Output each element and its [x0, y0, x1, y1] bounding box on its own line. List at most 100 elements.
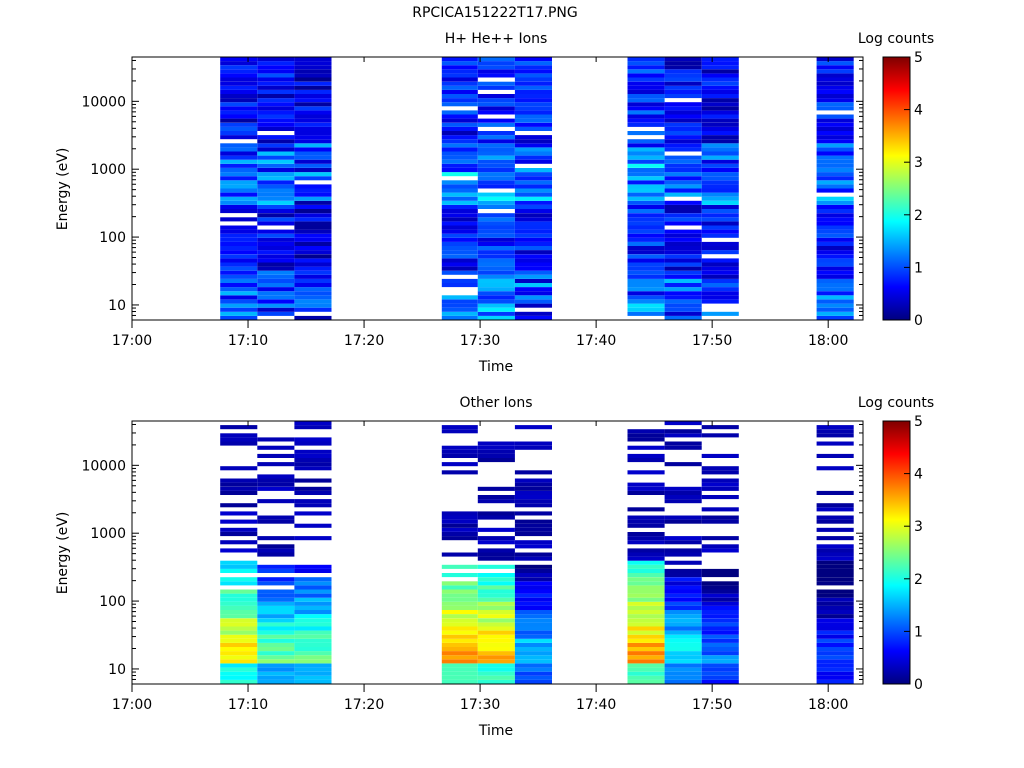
y-axis-ticks: 10 100 1000 10000 [81, 423, 863, 685]
heatmap-cell [664, 651, 702, 656]
heatmap-cell [627, 221, 665, 226]
heatmap-cell [477, 663, 515, 668]
colorbar-tick-label: 1 [914, 624, 923, 640]
x-tick-label: 17:40 [576, 697, 616, 713]
heatmap-cell [477, 614, 515, 619]
heatmap-cell [441, 65, 478, 70]
heatmap-cell [514, 564, 552, 569]
heatmap-cell [514, 151, 552, 156]
heatmap-cell [477, 139, 515, 144]
heatmap-cell [701, 204, 739, 209]
heatmap-cell [257, 453, 295, 458]
heatmap-cell [441, 675, 478, 680]
heatmap-cell [664, 441, 702, 446]
heatmap-cell [514, 176, 552, 181]
heatmap-cell [441, 511, 478, 516]
heatmap-cell [477, 131, 515, 136]
heatmap-cell [627, 106, 665, 111]
heatmap-cell [220, 647, 258, 652]
heatmap-cell [701, 671, 739, 676]
heatmap-cell [514, 425, 552, 430]
heatmap-cell [816, 544, 854, 549]
heatmap-cell [441, 429, 478, 434]
heatmap-cell [514, 180, 552, 185]
heatmap-cell [627, 209, 665, 214]
heatmap-cell [816, 647, 854, 652]
heatmap-cell [441, 667, 478, 672]
heatmap-cell [220, 110, 258, 115]
heatmap-column [627, 57, 665, 316]
heatmap-cell [701, 213, 739, 218]
heatmap-cell [627, 642, 665, 647]
heatmap-cell [477, 61, 515, 66]
heatmap-cell [701, 486, 739, 491]
heatmap-cell [257, 437, 295, 442]
heatmap-cell [294, 634, 332, 639]
heatmap-cell [220, 176, 258, 181]
heatmap-cell [294, 585, 332, 590]
heatmap-cell [514, 85, 552, 90]
heatmap-cell [220, 81, 258, 86]
heatmap-cell [701, 626, 739, 631]
heatmap-cell [257, 262, 295, 267]
heatmap-cell [294, 449, 332, 454]
heatmap-cell [220, 254, 258, 259]
heatmap-cell [514, 445, 552, 450]
heatmap-cell [816, 560, 854, 565]
heatmap-cell [257, 303, 295, 308]
heatmap-cell [441, 532, 478, 537]
heatmap-cell [257, 618, 295, 623]
heatmap-cell [514, 663, 552, 668]
heatmap-cell [816, 433, 854, 438]
heatmap-cell [294, 299, 332, 304]
heatmap-cell [627, 229, 665, 234]
heatmap-cell [816, 250, 854, 255]
heatmap-cell [441, 425, 478, 430]
heatmap-cell [627, 163, 665, 168]
heatmap-cell [701, 614, 739, 619]
heatmap-cell [664, 490, 702, 495]
heatmap-cell [257, 147, 295, 152]
heatmap-cell [294, 278, 332, 283]
heatmap-cell [664, 585, 702, 590]
heatmap-cell [816, 200, 854, 205]
heatmap-cell [627, 143, 665, 148]
x-axis-label: Time [478, 359, 513, 375]
heatmap-cell [477, 262, 515, 267]
heatmap-cell [257, 176, 295, 181]
heatmap-cell [220, 168, 258, 173]
heatmap-cell [514, 266, 552, 271]
heatmap-cell [701, 618, 739, 623]
heatmap-cell [441, 605, 478, 610]
heatmap-cell [816, 270, 854, 275]
heatmap-cell [294, 441, 332, 446]
heatmap-cell [664, 638, 702, 643]
heatmap-cell [627, 159, 665, 164]
heatmap-cell [257, 667, 295, 672]
heatmap-cells [220, 421, 854, 684]
heatmap-cell [664, 568, 702, 573]
heatmap-cell [294, 163, 332, 168]
heatmap-cell [257, 250, 295, 255]
heatmap-cell [294, 283, 332, 288]
heatmap-cell [220, 283, 258, 288]
heatmap-cell [441, 139, 478, 144]
heatmap-cell [627, 131, 665, 136]
heatmap-cell [257, 237, 295, 242]
heatmap-cell [701, 453, 739, 458]
heatmap-cell [816, 237, 854, 242]
heatmap-cell [257, 168, 295, 173]
heatmap-cell [701, 311, 739, 316]
heatmap-cell [627, 73, 665, 78]
heatmap-cell [257, 283, 295, 288]
heatmap-cell [627, 94, 665, 99]
heatmap-cell [294, 241, 332, 246]
heatmap-cell [220, 642, 258, 647]
heatmap-cell [441, 573, 478, 578]
y-tick-label: 10000 [81, 94, 126, 110]
heatmap-cell [257, 180, 295, 185]
heatmap-cell [514, 577, 552, 582]
heatmap-cell [257, 221, 295, 226]
heatmap-cell [257, 110, 295, 115]
heatmap-column [220, 57, 258, 320]
